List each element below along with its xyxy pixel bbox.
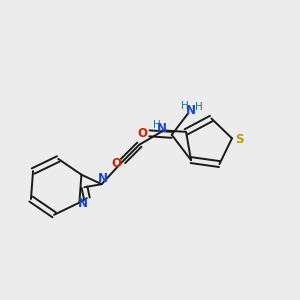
Text: N: N — [78, 197, 88, 210]
Text: N: N — [185, 104, 195, 117]
Text: S: S — [235, 133, 244, 146]
Text: N: N — [157, 122, 167, 135]
Text: O: O — [112, 158, 122, 170]
Text: N: N — [98, 172, 107, 185]
Text: H: H — [153, 120, 161, 130]
Text: H: H — [196, 102, 203, 112]
Text: O: O — [137, 127, 147, 140]
Text: H: H — [181, 101, 189, 111]
